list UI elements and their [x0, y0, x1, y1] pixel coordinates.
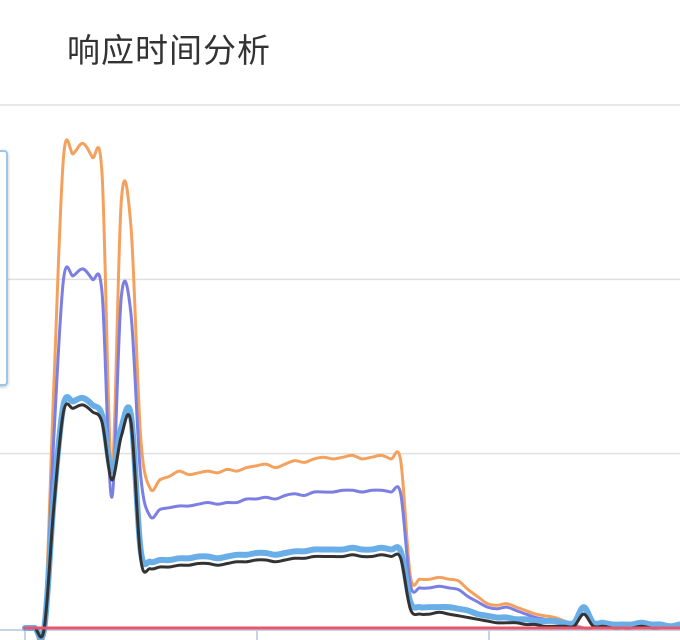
series-lines: [22, 138, 680, 640]
series-line-0[interactable]: [23, 138, 680, 640]
legend-panel[interactable]: [0, 150, 8, 386]
x-axis: [0, 629, 680, 640]
series-line-3[interactable]: [23, 402, 680, 639]
chart-title: 响应时间分析: [67, 31, 271, 70]
series-line-2[interactable]: [22, 394, 680, 640]
